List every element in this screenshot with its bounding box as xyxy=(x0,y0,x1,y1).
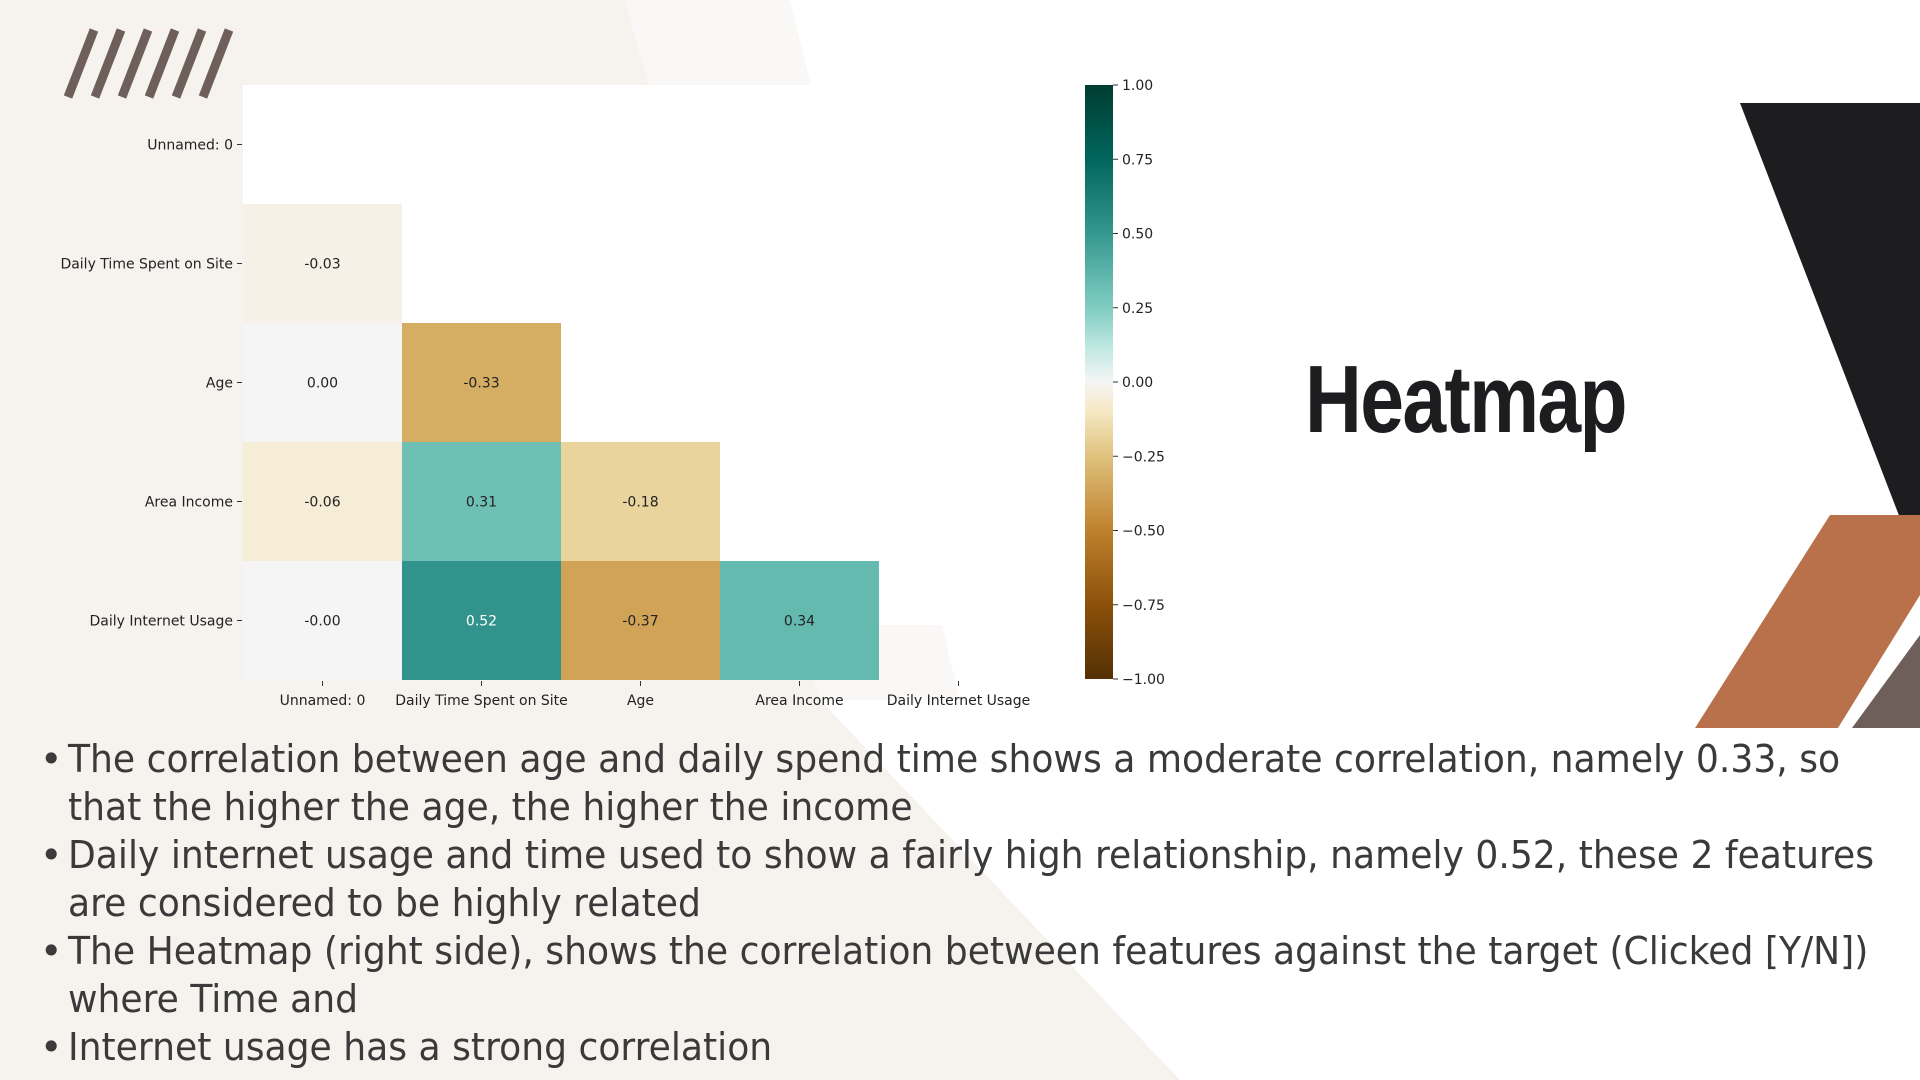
correlation-heatmap-chart: -0.03 0.00 -0.33 -0.06 0.31 -0.18 -0.00 0.52 -0.… xyxy=(60,78,1165,709)
copper-parallelogram-shape xyxy=(1695,515,1920,728)
taupe-shape xyxy=(1852,635,1920,728)
heatmap-cell xyxy=(243,442,402,561)
slide-title: Heatmap xyxy=(1305,346,1628,453)
y-tick-label: Daily Time Spent on Site xyxy=(60,257,233,273)
heatmap-cell xyxy=(402,323,561,442)
heatmap-cell xyxy=(402,442,561,561)
bullet-line: The Heatmap (right side), shows the corr… xyxy=(68,929,1869,973)
hatch-stripes-icon xyxy=(63,28,234,99)
bullet-item: Internet usage has a strong correlation xyxy=(40,1023,1810,1071)
y-tick-label: Daily Internet Usage xyxy=(89,614,233,630)
heatmap-cell-label: -0.18 xyxy=(622,495,658,511)
heatmap-cell-label: -0.00 xyxy=(304,614,340,630)
heatmap-cell xyxy=(402,561,561,680)
bullet-item: The Heatmap (right side), shows the corr… xyxy=(40,927,1869,1023)
heatmap-cell-label: -0.33 xyxy=(463,376,499,392)
x-tick-label: Daily Internet Usage xyxy=(887,693,1031,709)
bullet-line: Internet usage has a strong correlation xyxy=(68,1025,773,1069)
heatmap-cell-label: -0.06 xyxy=(304,495,340,511)
x-tick-label: Unnamed: 0 xyxy=(280,693,366,709)
x-tick-label: Daily Time Spent on Site xyxy=(395,693,568,709)
colorbar-tick-label: −1.00 xyxy=(1122,672,1165,688)
colorbar-tick-label: 0.25 xyxy=(1122,301,1153,317)
y-tick-label: Age xyxy=(206,376,233,392)
heatmap-cell-label: 0.31 xyxy=(466,495,497,511)
bullet-line: are considered to be highly related xyxy=(68,881,701,925)
x-tick-label: Area Income xyxy=(755,693,843,709)
colorbar xyxy=(1085,85,1113,679)
heatmap-cell-label: -0.03 xyxy=(304,257,340,273)
heatmap-cell-label: 0.00 xyxy=(307,376,338,392)
heatmap-cell xyxy=(561,442,720,561)
bullet-line: where Time and xyxy=(68,977,359,1021)
bullet-item: Daily internet usage and time used to sh… xyxy=(40,831,1875,927)
bullet-line: Daily internet usage and time used to sh… xyxy=(68,833,1875,877)
y-tick-label: Unnamed: 0 xyxy=(147,138,233,154)
bullet-item: The correlation between age and daily sp… xyxy=(40,735,1841,831)
heatmap-cell xyxy=(243,561,402,680)
colorbar-tick-label: −0.75 xyxy=(1122,598,1165,614)
y-tick-label: Area Income xyxy=(145,495,233,511)
colorbar-tick-label: −0.25 xyxy=(1122,449,1165,465)
colorbar-tick-label: 1.00 xyxy=(1122,78,1153,94)
heatmap-cell-label: 0.52 xyxy=(466,614,497,630)
colorbar-tick-label: 0.75 xyxy=(1122,152,1153,168)
colorbar-tick-label: 0.50 xyxy=(1122,227,1153,243)
x-tick-label: Age xyxy=(627,693,654,709)
colorbar-tick-label: −0.50 xyxy=(1122,524,1165,540)
heatmap-cell xyxy=(720,561,879,680)
heatmap-cell-label: -0.37 xyxy=(622,614,658,630)
heatmap-cell xyxy=(243,323,402,442)
bullet-list: The correlation between age and daily sp… xyxy=(40,735,1875,1071)
heatmap-cell xyxy=(561,561,720,680)
dark-chevron-shape xyxy=(1740,103,1920,570)
heatmap-cell xyxy=(243,204,402,323)
bullet-line: that the higher the age, the higher the … xyxy=(68,785,913,829)
heatmap-cell-label: 0.34 xyxy=(784,614,815,630)
bullet-line: The correlation between age and daily sp… xyxy=(68,737,1841,781)
colorbar-tick-label: 0.00 xyxy=(1122,375,1153,391)
